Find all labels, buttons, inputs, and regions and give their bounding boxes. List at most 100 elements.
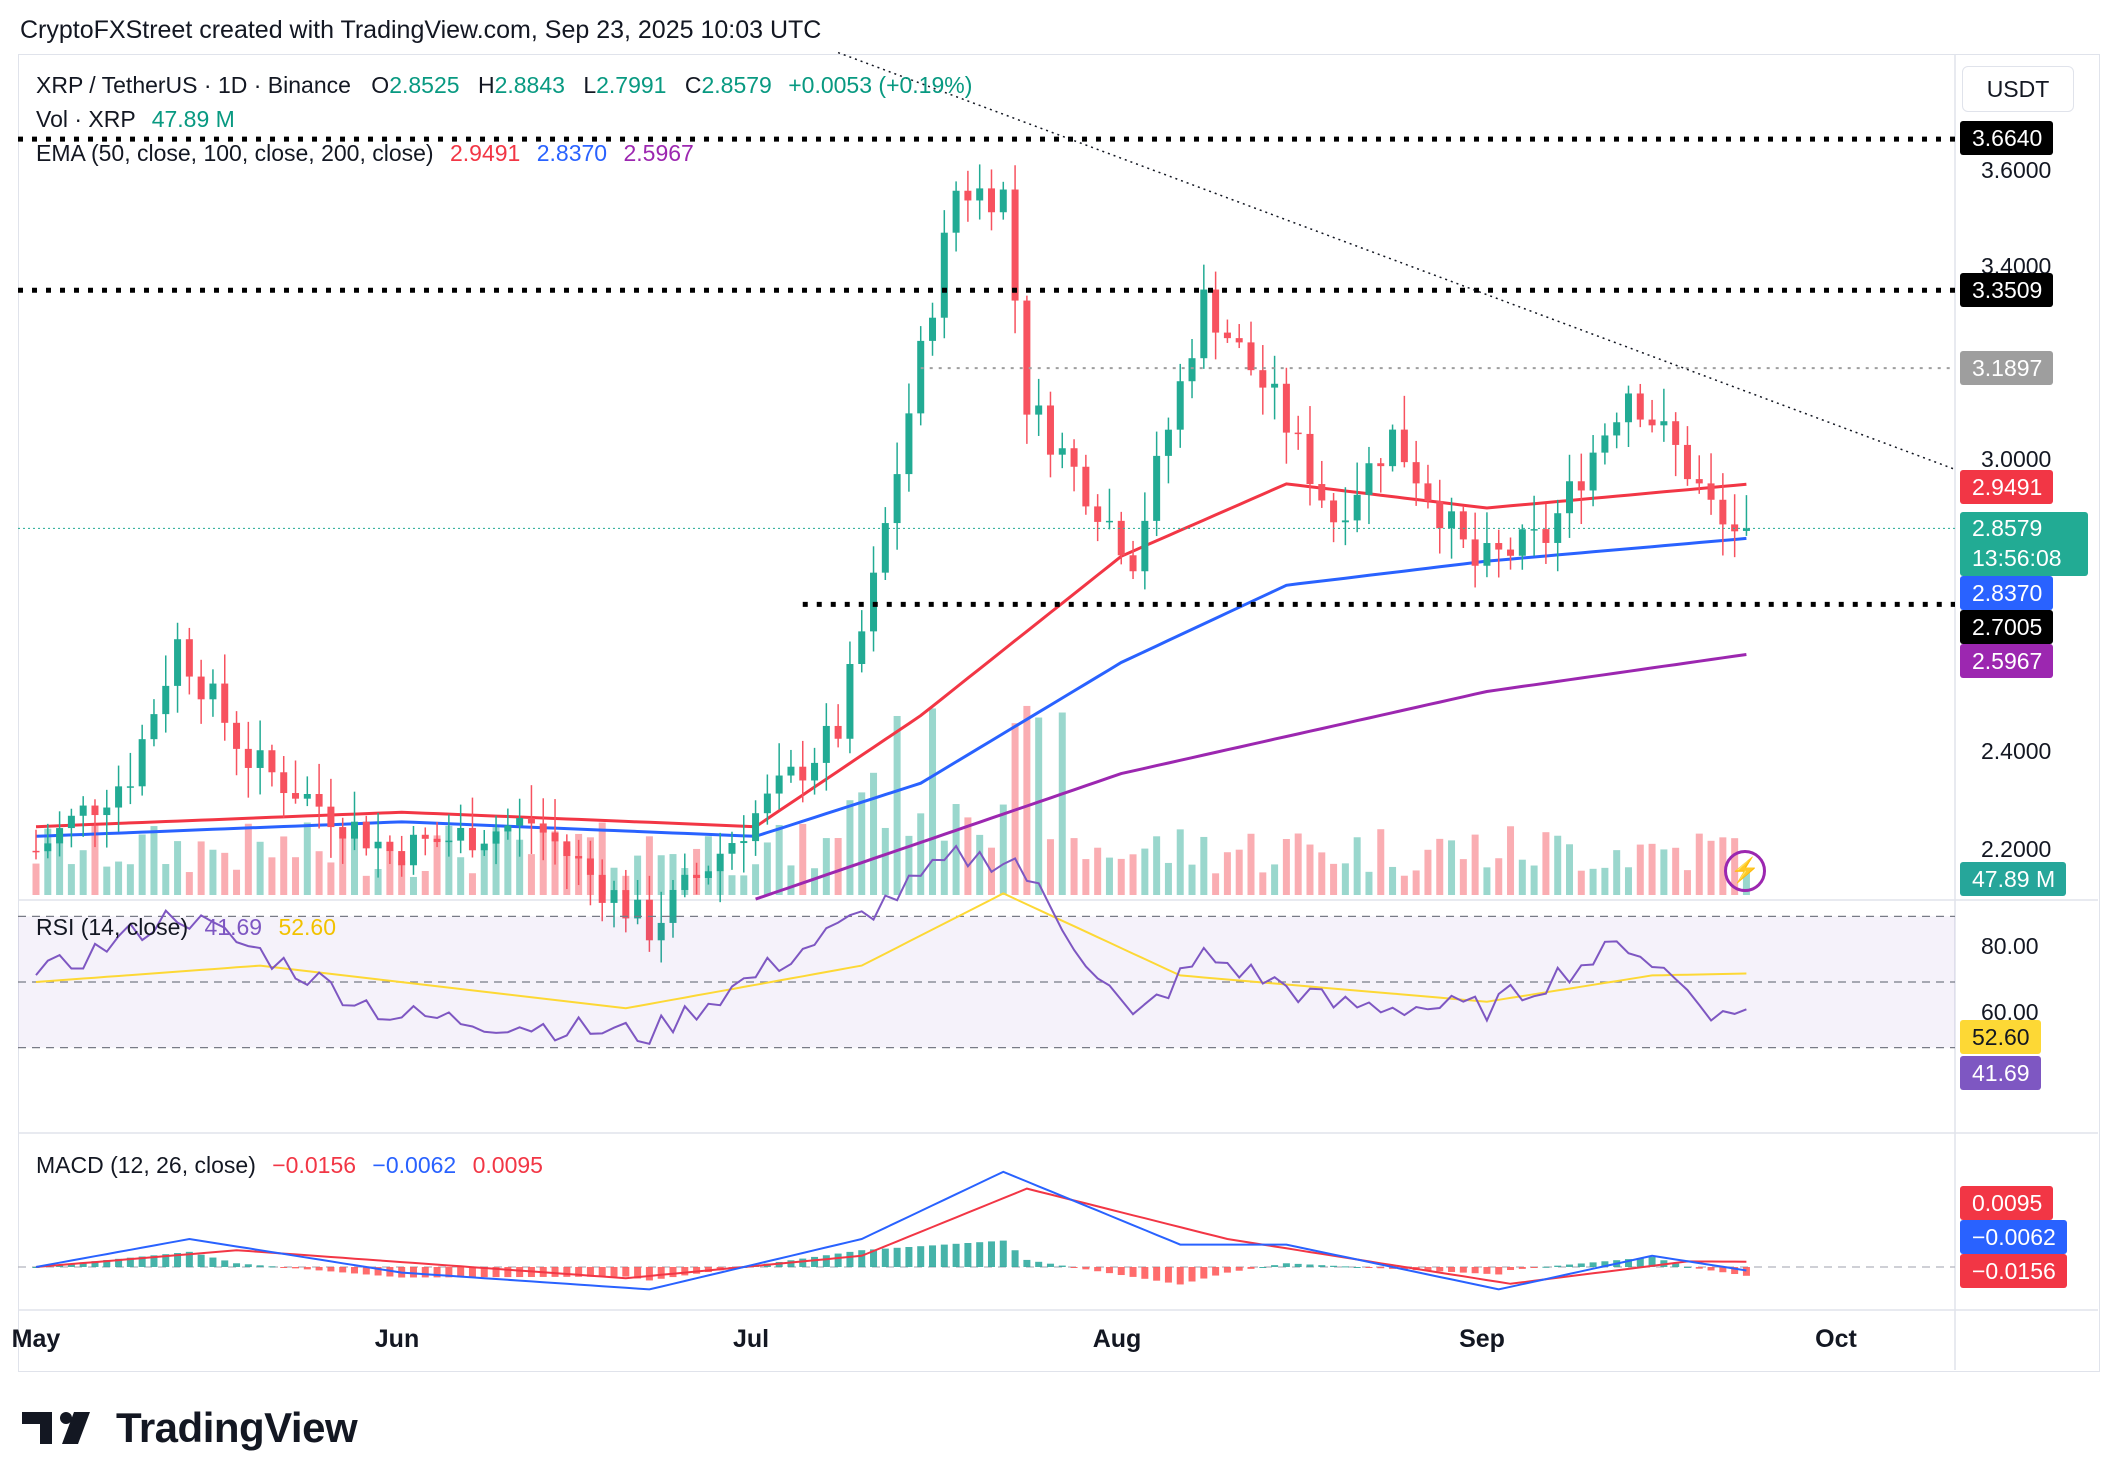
volume-bar [1176,829,1184,895]
macd-hist-bar [987,1241,995,1267]
last-price: 2.8579 [1972,515,2043,541]
candle-body [433,838,441,843]
candle-body [504,825,512,832]
candle-body [1306,433,1314,485]
candle-body [292,793,300,799]
tradingview-logo[interactable]: TradingView [22,1404,358,1452]
ema-label[interactable]: EMA (50, close, 100, close, 200, close) [36,140,434,166]
candle-body [1330,500,1338,523]
rsi-tag: 41.69 [1960,1056,2041,1090]
price-tick: 2.2000 [1981,836,2052,862]
macd-hist-bar [362,1267,370,1275]
chart-frame [18,54,2100,1372]
macd-hist-bar [1141,1267,1149,1279]
macd-hist-bar [1731,1267,1739,1275]
candle-body [1294,432,1302,435]
volume-bar [315,851,323,895]
candle-body [893,474,901,524]
candle-body [492,831,500,844]
macd-hist-bar [1188,1267,1196,1282]
macd-hist-bar [244,1264,252,1267]
macd-hist-bar [563,1267,571,1277]
symbol-name[interactable]: XRP / TetherUS · 1D · Binance [36,72,351,98]
volume-bar [1259,872,1267,895]
volume-bar [999,804,1007,895]
macd-hist-bar [586,1267,594,1277]
volume-bar [1436,838,1444,895]
candle-body [209,683,217,700]
x-tick-may: May [11,1325,61,1353]
volume-bar [645,836,653,895]
candle-body [1341,520,1349,523]
macd-hist-bar [1589,1262,1597,1267]
candle-body [1082,466,1090,507]
level-tag-2700: 2.7005 [1960,610,2054,644]
trendline [837,51,1956,471]
lightning-icon[interactable]: ⚡ [1724,850,1766,892]
volume-bar [339,838,347,895]
macd-hist-bar [1176,1267,1184,1285]
candle-body [91,805,99,816]
macd-hist-bar [917,1246,925,1267]
volume-bar [799,823,807,895]
volume-bar [409,876,417,895]
macd-hist-bar [811,1256,819,1267]
candle-body [1377,463,1385,467]
volume-bar [1566,844,1574,895]
candle-body [1448,511,1456,529]
macd-hist-bar [103,1260,111,1267]
macd-label[interactable]: MACD (12, 26, close) [36,1152,256,1178]
volume-bar [1365,871,1373,895]
macd-hist-bar [1082,1267,1090,1270]
volume-bar [1271,864,1279,895]
volume-label[interactable]: Vol · XRP [36,106,136,132]
symbol-legend: XRP / TetherUS · 1D · Binance O2.8525 H2… [36,72,972,99]
macd-hist-bar [893,1247,901,1267]
candle-body [905,413,913,475]
candle-body [1129,555,1137,572]
horizontal-levels [18,51,1956,607]
macd-hist-bar [1672,1263,1680,1267]
volume-bar [1624,867,1632,895]
candle-body [1459,511,1467,540]
macd-hist-bar [681,1267,689,1276]
candle-body [822,725,830,763]
volume-bar [1412,870,1420,895]
macd-hist-bar [1601,1261,1609,1267]
macd-hist-bar [209,1257,217,1267]
macd-hist-bar [292,1267,300,1269]
ema50-line [35,482,1747,829]
rsi-ma-tag: 52.60 [1960,1020,2041,1054]
candle-body [634,899,642,919]
candle-body [1742,528,1750,531]
volume-bar [1518,859,1526,895]
candle-body [67,815,75,829]
macd-hist-bar [91,1261,99,1267]
volume-bar [1554,835,1562,895]
volume-bar [740,875,748,895]
ema200-line [755,653,1747,901]
candle-body [315,793,323,807]
currency-button[interactable]: USDT [1962,66,2074,112]
candle-body [1153,455,1161,521]
candle-body [421,834,429,839]
macd-hist-bar [834,1253,842,1267]
rsi-label[interactable]: RSI (14, close) [36,914,189,940]
volume-bar [1683,870,1691,895]
macd-hist-bar [634,1267,642,1279]
candle-body [1188,358,1196,382]
macd-hist-bar [79,1262,87,1267]
macd-hist-bar [138,1256,146,1267]
bar-countdown: 13:56:08 [1972,545,2062,571]
macd-hist-bar [1365,1267,1373,1268]
x-tick-jul: Jul [732,1325,770,1353]
candle-body [657,922,665,941]
macd-hist-bar [492,1267,500,1278]
candle-body [1164,429,1172,456]
macd-hist-bar [952,1243,960,1267]
macd-hist-bar [657,1267,665,1279]
volume-bar [457,857,465,895]
candle-body [1507,549,1515,556]
candle-body [457,827,465,841]
